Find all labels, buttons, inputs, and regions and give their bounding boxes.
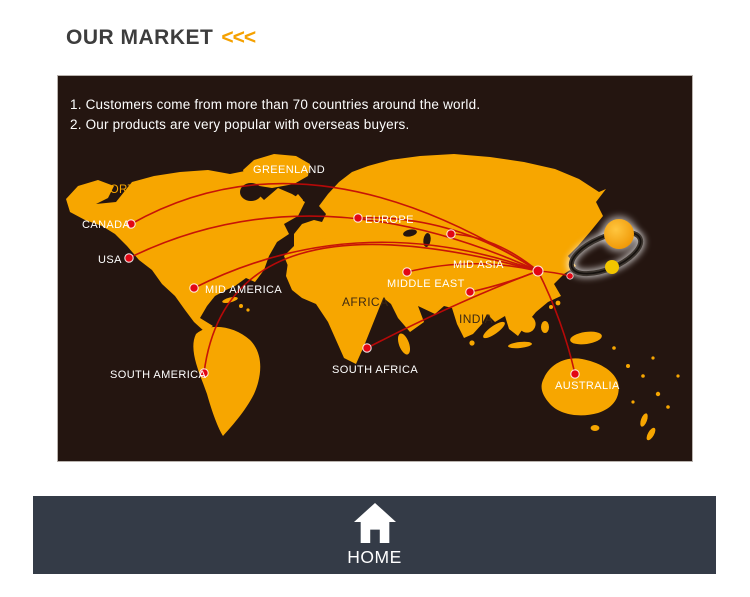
marker-europe: [353, 213, 363, 223]
planet-orbit-graphic: [566, 216, 645, 280]
page-title: OUR MARKET <<<: [66, 26, 256, 50]
marker-mid-asia: [446, 229, 456, 239]
continent-north-america: [66, 170, 305, 332]
label-europe: EUROPE: [365, 214, 414, 226]
label-south-america: SOUTH AMERICA: [110, 369, 207, 381]
marker-asia-hub: [532, 265, 544, 277]
home-button-label: HOME: [347, 547, 402, 567]
world-map: NORTH AMERICA GREENLAND CANADA USA MID A…: [66, 154, 680, 441]
continent-south-america: [193, 326, 261, 436]
home-icon: [353, 502, 396, 544]
route-markers: [124, 213, 580, 379]
intro-line-2: 2. Our products are very popular with ov…: [70, 116, 410, 132]
label-south-africa: SOUTH AFRICA: [332, 364, 418, 376]
planet-orange-sphere: [604, 219, 634, 249]
label-usa: USA: [98, 254, 122, 266]
intro-text: 1. Customers come from more than 70 coun…: [70, 95, 480, 134]
continent-greenland: [243, 154, 310, 188]
continent-africa: [286, 238, 400, 364]
intro-line-1: 1. Customers come from more than 70 coun…: [70, 97, 481, 112]
label-canada: CANADA: [82, 219, 131, 231]
marker-south-america: [199, 368, 209, 378]
continent-eurasia: [284, 154, 606, 338]
continent-australia: [541, 358, 619, 416]
continents: [66, 154, 680, 441]
planet-yellow-moon: [605, 260, 619, 274]
label-australia: AUSTRALIA: [555, 380, 620, 392]
marker-usa: [124, 253, 134, 263]
world-market-panel: 1. Customers come from more than 70 coun…: [57, 75, 693, 462]
label-north-america: NORTH AMERICA: [101, 184, 202, 196]
islands: [222, 175, 680, 441]
marker-australia: [570, 369, 580, 379]
label-mid-asia: MID ASIA: [453, 259, 504, 271]
marker-canada: [126, 219, 136, 229]
label-greenland: GREENLAND: [253, 164, 325, 176]
label-india: INDIA: [459, 312, 493, 326]
label-mid-america: MID AMERICA: [205, 284, 282, 296]
home-button[interactable]: HOME: [347, 502, 402, 568]
label-asia: ASIA: [472, 222, 500, 234]
label-middle-east: MIDDLE EAST: [387, 278, 465, 290]
marker-mid-america: [189, 283, 199, 293]
marker-south-africa: [362, 343, 372, 353]
trade-routes: [128, 182, 576, 375]
page-title-text: OUR MARKET: [66, 26, 214, 49]
title-arrows-icon: <<<: [221, 26, 256, 49]
inland-seas: [240, 183, 431, 247]
label-africa: AFRICA: [342, 295, 388, 309]
marker-india: [465, 287, 475, 297]
map-labels: NORTH AMERICA GREENLAND CANADA USA MID A…: [82, 164, 620, 392]
marker-pacific: [566, 272, 574, 280]
footer-nav: HOME: [33, 496, 716, 574]
marker-middle-east: [402, 267, 412, 277]
